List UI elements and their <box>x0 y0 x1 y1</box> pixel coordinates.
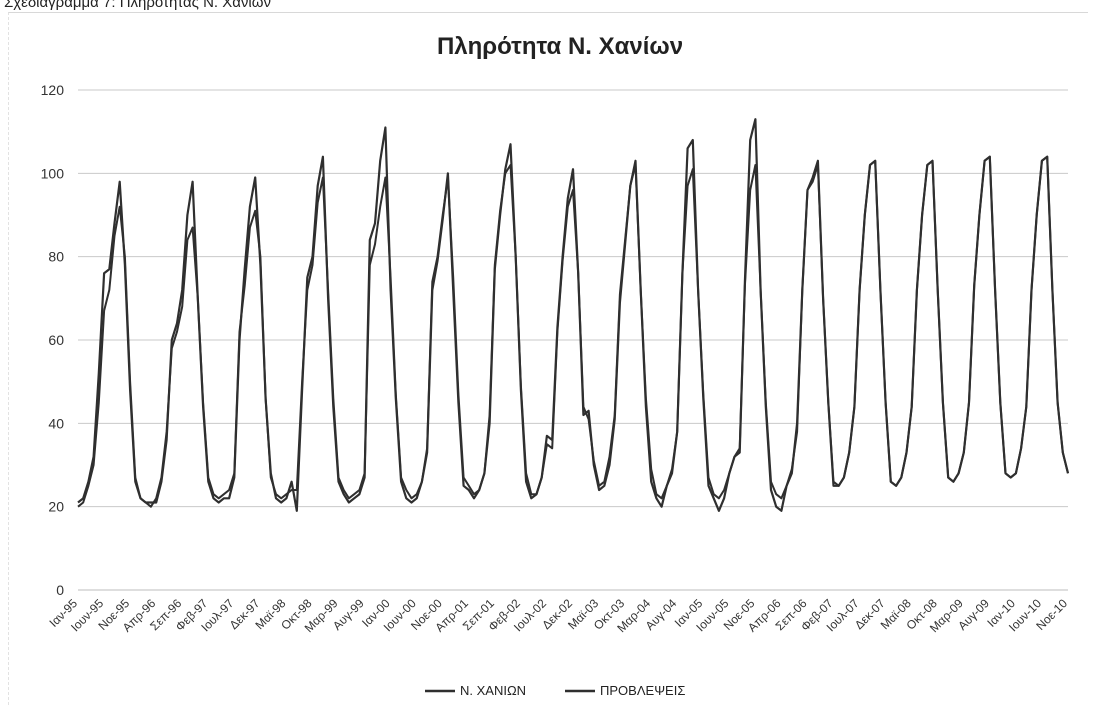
series-line-0 <box>77 118 1070 512</box>
y-axis-ticks: 0 20 40 60 80 100 120 <box>41 82 65 598</box>
chart-title: Πληρότητα Ν. Χανίων <box>437 33 683 60</box>
series-lines <box>77 118 1070 512</box>
legend: Ν. ΧΑΝΙΩΝ ΠΡΟΒΛΕΨΕΙΣ <box>425 683 685 698</box>
y-tick-label: 80 <box>48 249 64 265</box>
y-tick-label: 40 <box>48 415 64 431</box>
figure-caption: Σχεδιάγραμμα 7: Πληρότητας Ν. Χανίων <box>4 0 271 11</box>
legend-label: ΠΡΟΒΛΕΨΕΙΣ <box>600 683 685 698</box>
legend-label: Ν. ΧΑΝΙΩΝ <box>460 683 526 698</box>
y-tick-label: 20 <box>48 499 64 515</box>
series-line-1 <box>77 155 1069 508</box>
y-tick-label: 120 <box>41 82 65 98</box>
chart-frame <box>8 12 1088 705</box>
x-axis-ticks: Ιαν-95Ιουν-95Νοε-95Απρ-96Σεπ-96Φεβ-97Ιου… <box>46 596 1070 635</box>
y-tick-label: 60 <box>48 332 64 348</box>
y-tick-label: 100 <box>41 165 65 181</box>
grid-lines <box>78 89 1068 591</box>
y-tick-label: 0 <box>56 582 64 598</box>
